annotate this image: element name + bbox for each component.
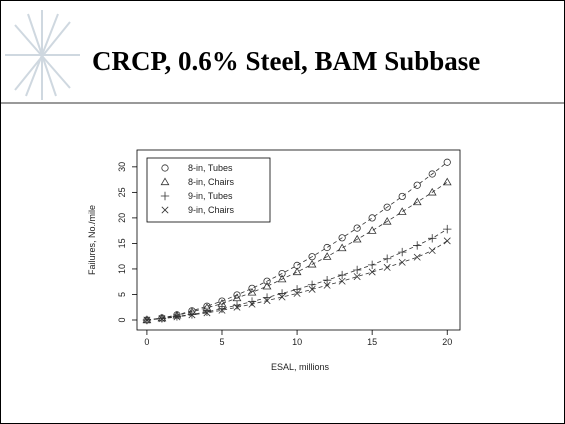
x-tick-label: 15 [367,337,377,347]
marker [337,270,347,280]
marker [412,197,422,206]
x-tick-label: 0 [144,337,149,347]
marker [353,273,361,281]
y-tick-label: 10 [117,264,127,274]
marker [352,234,362,243]
marker [368,214,376,222]
marker [218,297,226,305]
marker [428,247,436,255]
marker [382,254,392,263]
series-line [146,240,448,321]
marker [292,267,302,276]
marker [443,224,452,234]
marker [307,280,317,289]
y-tick-label: 20 [117,213,127,223]
marker [398,192,406,201]
marker [232,293,242,302]
marker [308,285,316,293]
marker [277,289,287,298]
marker [263,297,271,305]
marker [217,304,227,313]
marker [428,170,436,178]
marker [263,277,271,285]
marker [203,309,211,317]
marker [443,158,451,166]
y-tick-label: 5 [117,292,127,297]
marker [428,234,437,243]
legend-label: 9-in, Chairs [188,205,235,215]
marker [352,265,362,275]
y-axis-label: Failures, No./mile [87,205,97,275]
marker [367,260,377,270]
marker [398,258,406,266]
marker [322,252,332,260]
marker [413,181,421,189]
legend [146,157,271,223]
marker [337,243,347,252]
y-tick-label: 30 [117,162,127,172]
x-axis-label: ESAL, millions [271,362,330,372]
series-line [146,181,448,321]
marker [292,285,302,294]
marker [262,281,272,290]
y-tick-label: 15 [117,238,127,248]
marker [323,243,331,252]
marker [247,287,257,296]
marker [248,300,256,308]
marker [368,268,376,276]
marker [278,293,286,301]
marker [173,313,181,321]
x-tick-label: 10 [292,337,302,347]
marker [218,306,226,314]
marker [307,259,317,268]
marker [338,234,346,242]
marker [427,187,437,196]
starburst [5,10,80,100]
marker [293,289,301,297]
marker [322,275,332,285]
legend-marker [160,191,170,201]
marker [323,281,331,289]
marker [413,241,422,250]
legend-label: 8-in, Chairs [188,177,235,187]
series-line [146,228,448,321]
y-tick-label: 25 [117,187,127,197]
marker [158,315,166,323]
marker [202,307,212,317]
legend-label: 9-in, Tubes [188,191,233,201]
marker [353,224,361,232]
marker [233,303,241,311]
marker [232,300,242,310]
marker [143,316,151,324]
y-tick-label: 0 [117,317,127,322]
slide-title: CRCP, 0.6% Steel, BAM Subbase [92,46,480,76]
marker [443,237,451,245]
marker [338,277,346,285]
x-tick-label: 5 [219,337,224,347]
x-tick-label: 20 [442,337,452,347]
marker [277,274,287,283]
marker [413,253,421,261]
plot-frame [136,149,461,331]
legend-label: 8-in, Tubes [188,163,233,173]
marker [367,226,377,234]
legend-marker [161,206,169,214]
legend-marker [161,164,169,172]
marker [188,311,196,319]
marker [382,216,392,225]
marker [397,207,407,215]
marker [248,284,256,292]
marker [397,247,407,257]
marker [442,177,452,186]
marker [383,203,391,211]
marker [278,269,286,278]
series-line [146,161,448,321]
marker [383,263,391,271]
legend-marker [160,177,170,186]
